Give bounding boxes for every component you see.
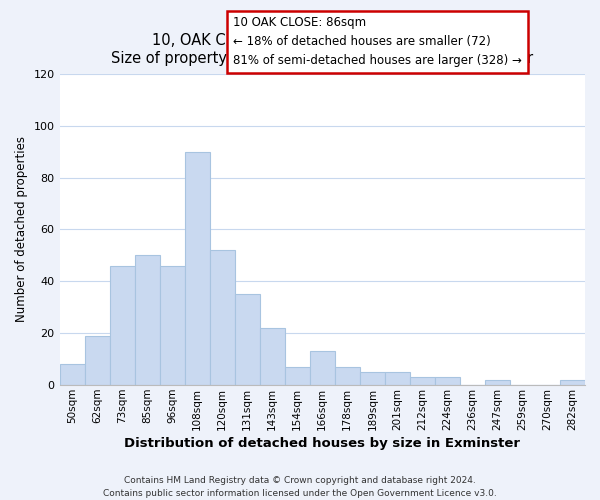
Bar (110, 266, 134, 385)
X-axis label: Distribution of detached houses by size in Exminster: Distribution of detached houses by size … (124, 437, 520, 450)
Bar (260, 328, 285, 385)
Bar (360, 372, 385, 385)
Bar (160, 266, 185, 385)
Bar (185, 152, 209, 385)
Bar (310, 352, 335, 385)
Bar (285, 367, 310, 385)
Text: 10 OAK CLOSE: 86sqm
← 18% of detached houses are smaller (72)
81% of semi-detach: 10 OAK CLOSE: 86sqm ← 18% of detached ho… (233, 16, 522, 68)
Bar (335, 367, 360, 385)
Y-axis label: Number of detached properties: Number of detached properties (15, 136, 28, 322)
Bar (59, 364, 85, 385)
Bar (235, 294, 260, 385)
Bar (85, 336, 110, 385)
Bar (134, 256, 160, 385)
Bar (560, 380, 585, 385)
Bar (385, 372, 410, 385)
Text: Contains HM Land Registry data © Crown copyright and database right 2024.
Contai: Contains HM Land Registry data © Crown c… (103, 476, 497, 498)
Title: 10, OAK CLOSE, EXMINSTER, EXETER, EX6 8ST
Size of property relative to detached : 10, OAK CLOSE, EXMINSTER, EXETER, EX6 8S… (111, 33, 533, 66)
Bar (209, 250, 235, 385)
Bar (435, 378, 460, 385)
Bar (485, 380, 510, 385)
Bar (410, 378, 435, 385)
